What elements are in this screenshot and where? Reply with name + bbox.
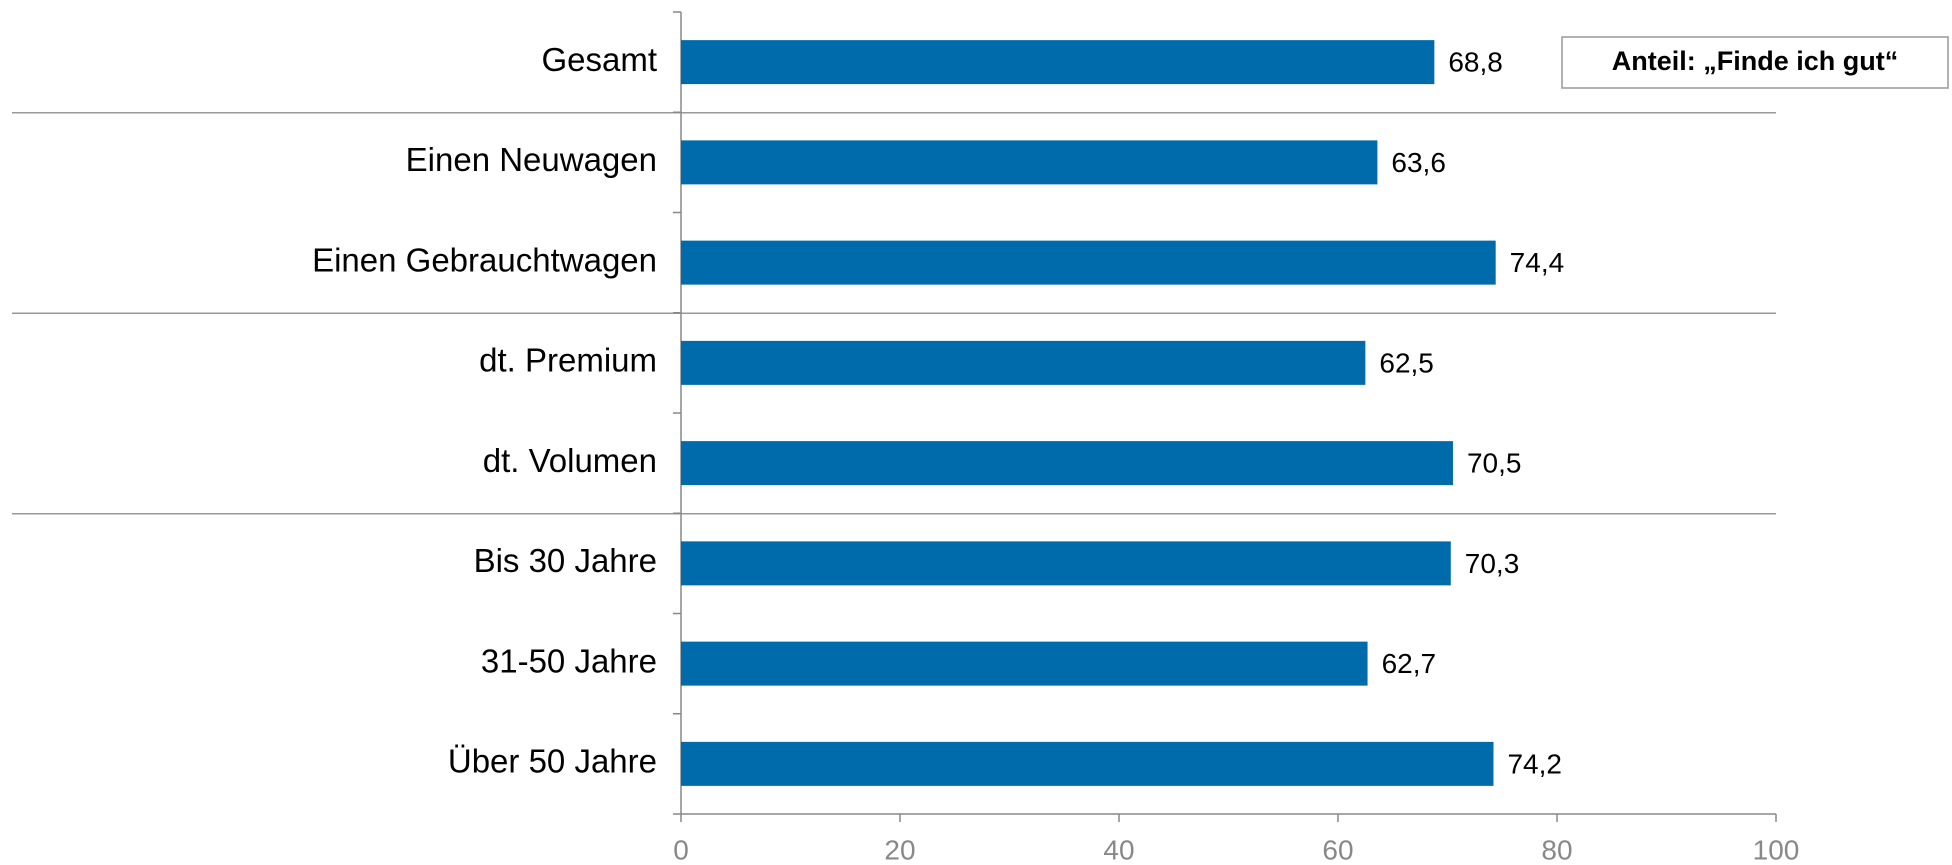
bar [681,340,1366,385]
annotation-box [1561,36,1949,89]
x-tick-label: 60 [1322,834,1353,865]
x-tick-label: 0 [673,834,689,865]
value-label: 70,3 [1465,548,1520,579]
value-label: 74,2 [1507,748,1562,779]
x-tick-label: 20 [884,834,915,865]
bar [681,140,1378,185]
category-label: Einen Neuwagen [406,141,657,178]
category-label: Über 50 Jahre [448,743,657,780]
category-label: Einen Gebrauchtwagen [312,241,657,278]
bar [681,541,1451,586]
bar [681,40,1435,85]
annotation: Anteil: „Finde ich gut“ [1612,46,1898,76]
x-tick-label: 40 [1103,834,1134,865]
category-label: Bis 30 Jahre [474,542,657,579]
x-tick-label: 100 [1753,834,1800,865]
value-label: 70,5 [1467,448,1522,479]
value-label: 62,5 [1379,347,1434,378]
category-label: 31-50 Jahre [481,642,657,679]
value-label: 68,8 [1448,47,1503,78]
bar [681,441,1453,486]
bar [681,641,1368,686]
value-label: 62,7 [1382,648,1437,679]
bar [681,240,1496,285]
value-label: 74,4 [1510,247,1565,278]
category-label: dt. Premium [479,342,657,379]
category-label: dt. Volumen [483,442,657,479]
x-tick-label: 80 [1541,834,1572,865]
value-label: 63,6 [1391,147,1446,178]
bar [681,741,1494,786]
category-label: Gesamt [541,41,657,78]
